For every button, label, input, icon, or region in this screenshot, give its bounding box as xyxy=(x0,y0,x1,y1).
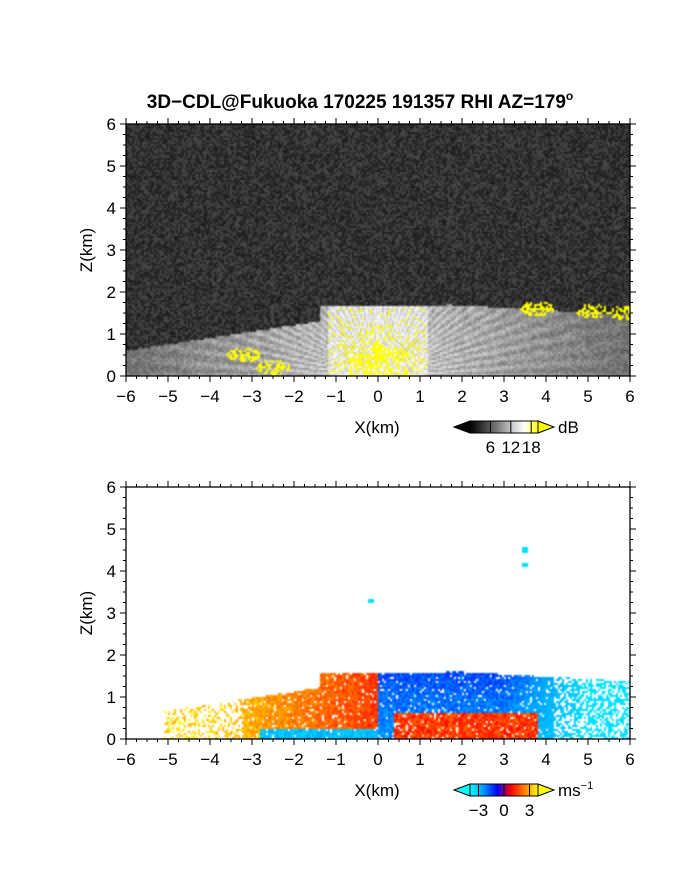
doppler-xtick-label: −6 xyxy=(116,750,135,769)
doppler-colorbar: −3 0 3 ms−1 xyxy=(452,780,593,820)
snr-xtick-label: −6 xyxy=(116,387,135,406)
snr-ytick-label: 5 xyxy=(107,157,116,176)
doppler-xtick-label: −3 xyxy=(242,750,261,769)
title-superscript: o xyxy=(566,89,573,103)
snr-xtick-label: 0 xyxy=(373,387,382,406)
snr-xtick-label: −3 xyxy=(242,387,261,406)
snr-heatmap xyxy=(126,124,630,376)
figure-title: 3D−CDL@Fukuoka 170225 191357 RHI AZ=179o xyxy=(147,89,574,113)
doppler-xtick-label: −2 xyxy=(284,750,303,769)
doppler-ytick-label: 0 xyxy=(107,730,116,749)
snr-xtick-label: 3 xyxy=(499,387,508,406)
panel-doppler: −6 −5 −4 −3 −2 −1 0 1 2 3 4 5 6 0 1 2 3 4 5 6 Z(km) X(km) −… xyxy=(77,478,636,820)
snr-axes: −6 −5 −4 −3 −2 −1 0 1 2 3 4 5 6 0 1 2 3 4 5 6 xyxy=(107,115,636,406)
snr-ytick-label: 3 xyxy=(107,241,116,260)
doppler-xtick-label: −4 xyxy=(200,750,219,769)
doppler-colorbar-min-extension xyxy=(452,783,471,797)
snr-xtick-label: 5 xyxy=(583,387,592,406)
doppler-xtick-label: 1 xyxy=(415,750,424,769)
doppler-colorbar-unit: ms−1 xyxy=(558,780,593,800)
doppler-xtick-label: 6 xyxy=(625,750,634,769)
snr-colorbar-tick-label: 6 xyxy=(486,438,495,457)
snr-xtick-label: −2 xyxy=(284,387,303,406)
doppler-ytick-label: 4 xyxy=(107,562,116,581)
snr-xtick-label: 2 xyxy=(457,387,466,406)
doppler-xtick-label: 3 xyxy=(499,750,508,769)
doppler-xtick-label: 0 xyxy=(373,750,382,769)
doppler-xtick-label: 2 xyxy=(457,750,466,769)
doppler-xtick-label: 4 xyxy=(541,750,550,769)
snr-ytick-label: 4 xyxy=(107,199,116,218)
snr-xtick-label: 4 xyxy=(541,387,550,406)
doppler-xtick-label: −5 xyxy=(158,750,177,769)
snr-colorbar-max-extension xyxy=(537,420,556,434)
doppler-xtick-label: −1 xyxy=(326,750,345,769)
snr-ytick-label: 6 xyxy=(107,115,116,134)
doppler-ytick-label: 3 xyxy=(107,604,116,623)
snr-colorbar: 6 12 18 dB xyxy=(452,418,579,457)
snr-colorbar-body xyxy=(469,420,539,434)
doppler-xtick-label: 5 xyxy=(583,750,592,769)
snr-xtick-label: 1 xyxy=(415,387,424,406)
doppler-axes: −6 −5 −4 −3 −2 −1 0 1 2 3 4 5 6 0 1 2 3 4 5 6 xyxy=(107,478,636,769)
snr-xtick-label: −4 xyxy=(200,387,219,406)
snr-ylabel: Z(km) xyxy=(77,228,96,272)
snr-xtick-label: −1 xyxy=(326,387,345,406)
doppler-heatmap xyxy=(126,487,630,739)
doppler-colorbar-tick-label: 0 xyxy=(499,801,508,820)
doppler-ytick-label: 2 xyxy=(107,646,116,665)
snr-colorbar-unit: dB xyxy=(558,418,579,437)
doppler-ytick-label: 1 xyxy=(107,688,116,707)
snr-ytick-label: 1 xyxy=(107,325,116,344)
doppler-ytick-label: 6 xyxy=(107,478,116,497)
snr-xlabel: X(km) xyxy=(354,418,399,437)
doppler-ylabel: Z(km) xyxy=(77,591,96,635)
doppler-colorbar-tick-label: −3 xyxy=(469,801,488,820)
doppler-xlabel: X(km) xyxy=(354,781,399,800)
doppler-colorbar-tick-label: 3 xyxy=(525,801,534,820)
snr-colorbar-min-extension xyxy=(452,420,471,434)
doppler-colorbar-max-extension xyxy=(537,783,556,797)
snr-ytick-label: 2 xyxy=(107,283,116,302)
snr-xtick-label: 6 xyxy=(625,387,634,406)
snr-xtick-label: −5 xyxy=(158,387,177,406)
title-text: 3D−CDL@Fukuoka 170225 191357 RHI AZ=179 xyxy=(147,92,566,113)
doppler-ytick-label: 5 xyxy=(107,520,116,539)
snr-ytick-label: 0 xyxy=(107,367,116,386)
snr-colorbar-tick-label: 12 xyxy=(501,438,520,457)
snr-colorbar-tick-label: 18 xyxy=(522,438,541,457)
